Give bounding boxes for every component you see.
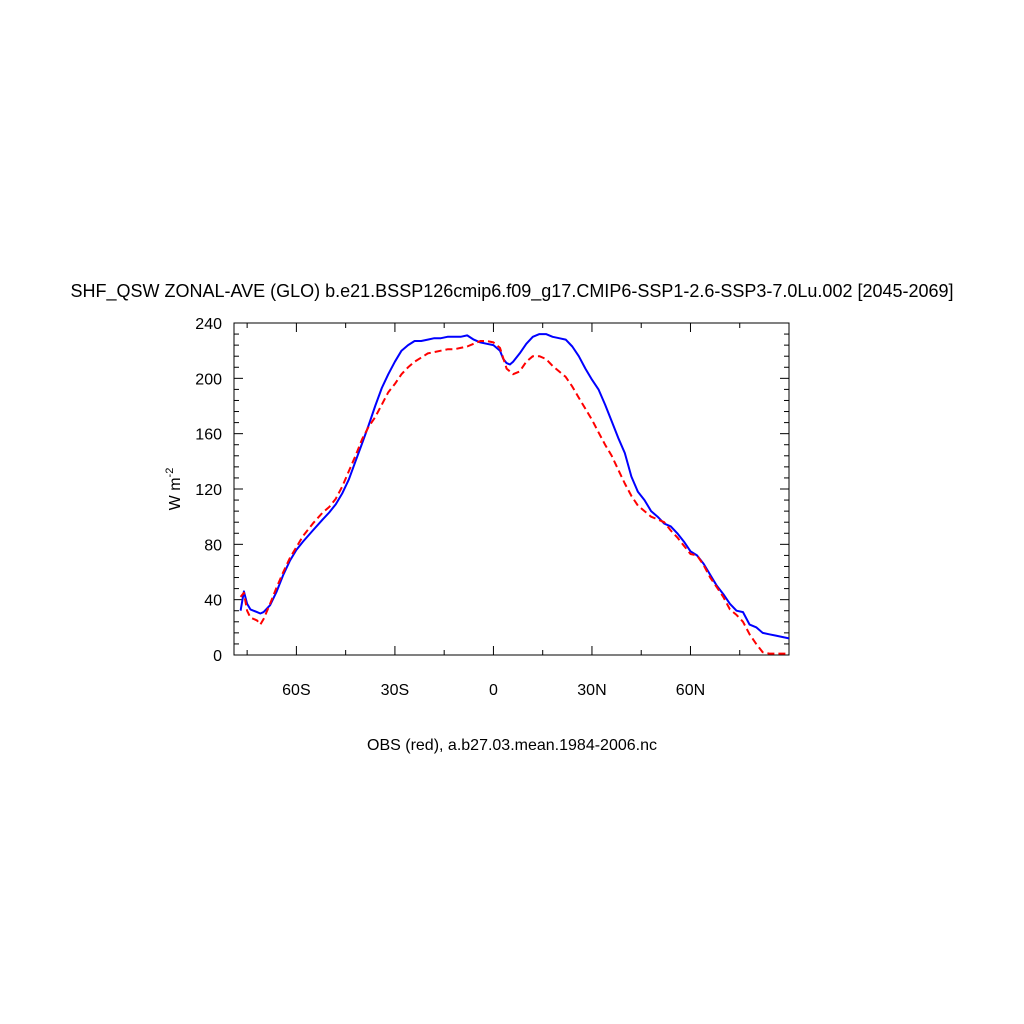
y-tick-label: 200: [195, 371, 222, 388]
y-tick-label: 40: [204, 593, 222, 610]
y-axis-label-unit: W m: [167, 477, 184, 510]
y-axis-label-exponent: -2: [164, 468, 176, 478]
y-tick-label: 160: [195, 427, 222, 444]
series-line-1: [239, 333, 790, 640]
y-tick-label: 80: [204, 537, 222, 554]
chart-title: SHF_QSW ZONAL-AVE (GLO) b.e21.BSSP126cmi…: [70, 281, 953, 302]
y-tick-label: 240: [195, 316, 222, 333]
y-tick-label: 0: [213, 648, 222, 665]
plot-area: 0 40 80 120 160 200 240 60S 30S 0 30N 60N: [195, 316, 790, 699]
x-tick-label: 30N: [577, 682, 606, 699]
chart-caption: OBS (red), a.b27.03.mean.1984-2006.nc: [367, 737, 657, 754]
x-tick-label: 60N: [676, 682, 705, 699]
x-tick-label: 30S: [381, 682, 409, 699]
x-tick-label: 0: [489, 682, 498, 699]
y-axis-label: W m-2: [164, 468, 184, 511]
y-tick-label: 120: [195, 482, 222, 499]
x-tick-label: 60S: [282, 682, 310, 699]
